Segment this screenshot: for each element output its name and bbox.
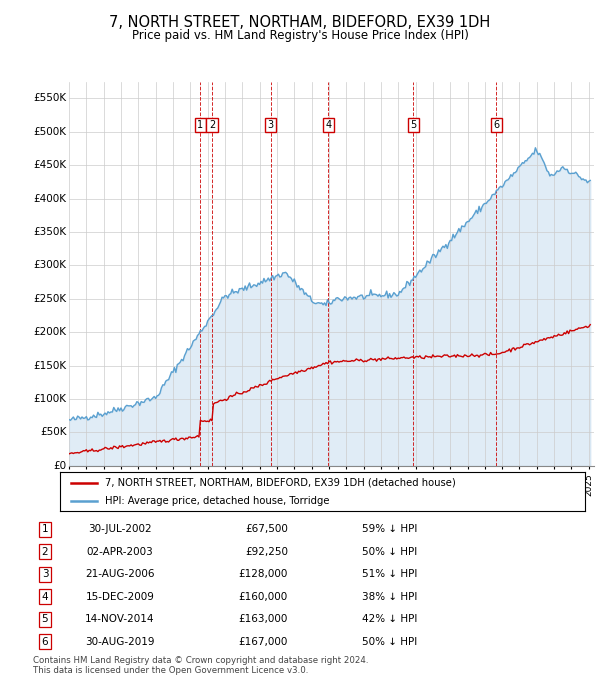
Text: 2: 2 bbox=[209, 120, 215, 130]
Text: HPI: Average price, detached house, Torridge: HPI: Average price, detached house, Torr… bbox=[104, 496, 329, 506]
Text: 50% ↓ HPI: 50% ↓ HPI bbox=[362, 547, 418, 557]
Text: 3: 3 bbox=[41, 569, 49, 579]
Text: £300K: £300K bbox=[34, 260, 67, 271]
Text: £167,000: £167,000 bbox=[239, 636, 288, 647]
Text: £92,250: £92,250 bbox=[245, 547, 288, 557]
Text: 4: 4 bbox=[41, 592, 49, 602]
Text: £160,000: £160,000 bbox=[239, 592, 288, 602]
Text: Contains HM Land Registry data © Crown copyright and database right 2024.: Contains HM Land Registry data © Crown c… bbox=[33, 656, 368, 665]
Text: 14-NOV-2014: 14-NOV-2014 bbox=[85, 614, 155, 624]
Text: £50K: £50K bbox=[40, 428, 67, 437]
Text: £0: £0 bbox=[53, 461, 67, 471]
Text: 1: 1 bbox=[41, 524, 49, 534]
Text: 7, NORTH STREET, NORTHAM, BIDEFORD, EX39 1DH (detached house): 7, NORTH STREET, NORTHAM, BIDEFORD, EX39… bbox=[104, 477, 455, 488]
Text: 6: 6 bbox=[41, 636, 49, 647]
Text: £550K: £550K bbox=[33, 93, 67, 103]
Text: 50% ↓ HPI: 50% ↓ HPI bbox=[362, 636, 418, 647]
Text: £200K: £200K bbox=[34, 327, 67, 337]
Text: 51% ↓ HPI: 51% ↓ HPI bbox=[362, 569, 418, 579]
Text: £450K: £450K bbox=[33, 160, 67, 170]
Text: 21-AUG-2006: 21-AUG-2006 bbox=[85, 569, 155, 579]
Text: 2: 2 bbox=[41, 547, 49, 557]
Text: 42% ↓ HPI: 42% ↓ HPI bbox=[362, 614, 418, 624]
Text: 30-JUL-2002: 30-JUL-2002 bbox=[88, 524, 152, 534]
Text: 15-DEC-2009: 15-DEC-2009 bbox=[86, 592, 154, 602]
Text: 6: 6 bbox=[493, 120, 499, 130]
Text: 5: 5 bbox=[410, 120, 416, 130]
Text: £350K: £350K bbox=[33, 227, 67, 237]
Text: £500K: £500K bbox=[34, 126, 67, 137]
Text: 5: 5 bbox=[41, 614, 49, 624]
Text: 59% ↓ HPI: 59% ↓ HPI bbox=[362, 524, 418, 534]
Text: Price paid vs. HM Land Registry's House Price Index (HPI): Price paid vs. HM Land Registry's House … bbox=[131, 29, 469, 42]
Text: £150K: £150K bbox=[33, 360, 67, 371]
Text: £250K: £250K bbox=[33, 294, 67, 304]
Text: £100K: £100K bbox=[34, 394, 67, 404]
Text: 02-APR-2003: 02-APR-2003 bbox=[86, 547, 154, 557]
Text: £67,500: £67,500 bbox=[245, 524, 288, 534]
Text: 1: 1 bbox=[197, 120, 203, 130]
Text: 38% ↓ HPI: 38% ↓ HPI bbox=[362, 592, 418, 602]
Text: 4: 4 bbox=[325, 120, 331, 130]
Text: 30-AUG-2019: 30-AUG-2019 bbox=[85, 636, 155, 647]
Text: £400K: £400K bbox=[34, 194, 67, 203]
Text: This data is licensed under the Open Government Licence v3.0.: This data is licensed under the Open Gov… bbox=[33, 666, 308, 675]
Text: 3: 3 bbox=[268, 120, 274, 130]
Text: £163,000: £163,000 bbox=[239, 614, 288, 624]
Text: £128,000: £128,000 bbox=[239, 569, 288, 579]
Text: 7, NORTH STREET, NORTHAM, BIDEFORD, EX39 1DH: 7, NORTH STREET, NORTHAM, BIDEFORD, EX39… bbox=[109, 15, 491, 30]
